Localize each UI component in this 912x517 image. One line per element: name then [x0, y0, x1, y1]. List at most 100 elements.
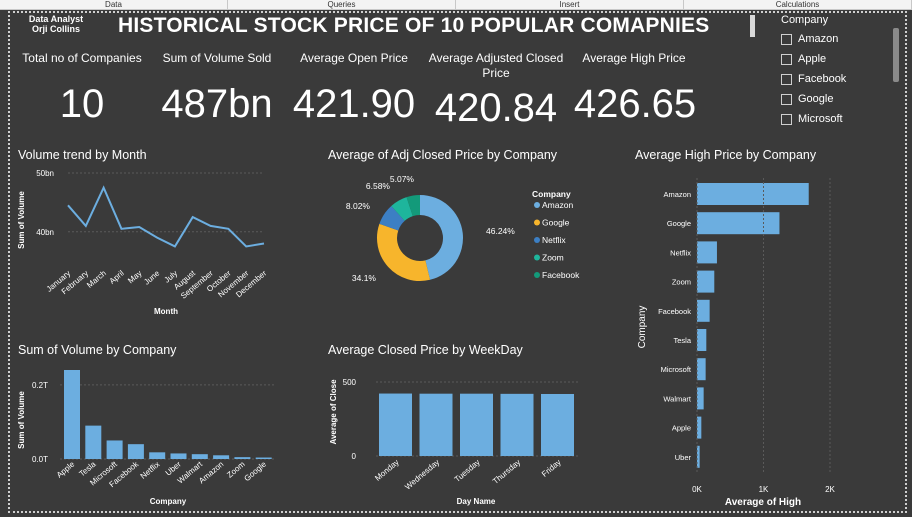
- y-tick-label: Walmart: [663, 394, 692, 403]
- y-tick-label: Tesla: [673, 336, 691, 345]
- bar: [149, 452, 166, 459]
- x-tick-label: 1K: [759, 485, 769, 494]
- donut-slice-amazon: [420, 195, 464, 280]
- bar: [64, 370, 80, 459]
- ribbon: Data Queries Insert Calculations: [0, 0, 912, 10]
- adj-close-donut-title: Average of Adj Closed Price by Company: [328, 148, 558, 162]
- x-tick-label: April: [108, 269, 126, 286]
- kpi-total-companies-label: Total no of Companies: [22, 51, 142, 65]
- legend-item: Netflix: [542, 235, 566, 245]
- slicer-item-label: Microsoft: [798, 113, 843, 125]
- legend-title: Company: [532, 189, 571, 199]
- x-tick-label: Friday: [540, 458, 563, 479]
- volume-trend-title: Volume trend by Month: [18, 148, 147, 162]
- bar: [697, 445, 700, 468]
- bar: [460, 393, 493, 456]
- bar: [213, 455, 230, 459]
- donut-slice-facebook: [406, 195, 420, 217]
- slicer-item-label: Amazon: [798, 33, 839, 45]
- ribbon-tab-queries[interactable]: Queries: [228, 0, 456, 9]
- x-tick-label: 0K: [692, 485, 702, 494]
- bar: [500, 393, 534, 456]
- slicer-item-label: Google: [798, 93, 834, 105]
- x-tick-label: Tuesday: [453, 458, 482, 484]
- bar: [697, 299, 710, 322]
- y-tick-label: Microsoft: [661, 365, 692, 374]
- ribbon-tab-data[interactable]: Data: [0, 0, 228, 9]
- ribbon-tab-insert[interactable]: Insert: [456, 0, 684, 9]
- bar: [419, 393, 453, 456]
- x-tick-label: 2K: [825, 485, 835, 494]
- y-tick-label: 40bn: [36, 228, 54, 237]
- bar: [127, 444, 144, 459]
- donut-data-label: 6.58%: [366, 181, 391, 191]
- bar: [234, 457, 251, 459]
- checkbox[interactable]: [781, 33, 792, 45]
- y-tick-label: Netflix: [670, 248, 691, 257]
- bar: [541, 393, 574, 456]
- slicer-item-facebook[interactable]: Facebook: [781, 72, 846, 86]
- bar: [379, 393, 412, 456]
- donut-slice-zoom: [391, 197, 413, 221]
- kpi-adj-closed-value: 420.84: [434, 86, 558, 130]
- y-tick-label: 0.2T: [32, 381, 48, 390]
- slicer-scrollbar[interactable]: [893, 28, 899, 82]
- x-axis-title: Day Name: [457, 497, 496, 506]
- legend-item: Facebook: [542, 270, 580, 280]
- bar: [697, 212, 780, 235]
- donut-data-label: 8.02%: [346, 201, 371, 211]
- checkbox[interactable]: [781, 73, 792, 85]
- slicer-item-amazon[interactable]: Amazon: [781, 32, 838, 46]
- legend-marker: [534, 219, 540, 226]
- y-tick-label: 0.0T: [32, 455, 48, 464]
- y-axis-title: Average of Close: [329, 379, 338, 445]
- bar: [697, 241, 717, 264]
- y-axis-title: Sum of Volume: [17, 191, 26, 249]
- donut-data-label: 46.24%: [486, 226, 515, 236]
- legend-marker: [534, 254, 540, 261]
- bar: [106, 440, 123, 459]
- bar: [170, 453, 187, 459]
- x-axis-title: Average of High: [725, 497, 801, 508]
- kpi-open-price-value: 421.90: [292, 82, 416, 126]
- volume-series-line: [67, 185, 265, 248]
- y-tick-label: Amazon: [663, 190, 691, 199]
- slicer-item-google[interactable]: Google: [781, 92, 833, 106]
- donut-data-label: 5.07%: [390, 174, 415, 184]
- bar: [191, 454, 208, 459]
- report-canvas: [8, 11, 907, 513]
- kpi-adj-closed-label: Average Adjusted Closed Price: [428, 51, 564, 80]
- page-title: HISTORICAL STOCK PRICE OF 10 POPULAR COM…: [118, 14, 710, 37]
- bar: [697, 183, 809, 205]
- legend-item: Amazon: [542, 200, 573, 210]
- slicer-item-microsoft[interactable]: Microsoft: [781, 112, 843, 126]
- author-role: Data Analyst: [28, 14, 84, 24]
- title-accent-bar: [750, 15, 755, 37]
- bar: [697, 270, 715, 293]
- author-name: Orji Collins: [31, 24, 80, 34]
- legend-item: Zoom: [542, 253, 564, 263]
- slicer-item-apple[interactable]: Apple: [781, 52, 826, 66]
- slicer-title: Company: [781, 14, 829, 26]
- kpi-volume-sold-label: Sum of Volume Sold: [162, 51, 272, 65]
- slicer-item-label: Apple: [798, 53, 827, 65]
- x-tick-label: Apple: [55, 459, 77, 479]
- bar: [255, 457, 272, 459]
- y-tick-label: Apple: [672, 424, 691, 433]
- donut-slice-netflix: [379, 206, 405, 231]
- checkbox[interactable]: [781, 93, 792, 105]
- y-tick-label: Google: [667, 219, 691, 228]
- kpi-volume-sold-value: 487bn: [161, 82, 273, 126]
- high-price-bar-title: Average High Price by Company: [635, 148, 817, 162]
- y-tick-label: 50bn: [36, 169, 54, 178]
- checkbox[interactable]: [781, 53, 792, 65]
- bar: [85, 425, 102, 459]
- checkbox[interactable]: [781, 113, 792, 125]
- y-tick-label: Uber: [675, 453, 692, 462]
- y-tick-label: 0: [352, 452, 357, 461]
- x-axis-title: Company: [150, 497, 187, 506]
- y-tick-label: Facebook: [658, 307, 691, 316]
- y-tick-label: 500: [343, 378, 357, 387]
- kpi-open-price-label: Average Open Price: [300, 51, 408, 65]
- x-tick-label: Netflix: [139, 460, 162, 481]
